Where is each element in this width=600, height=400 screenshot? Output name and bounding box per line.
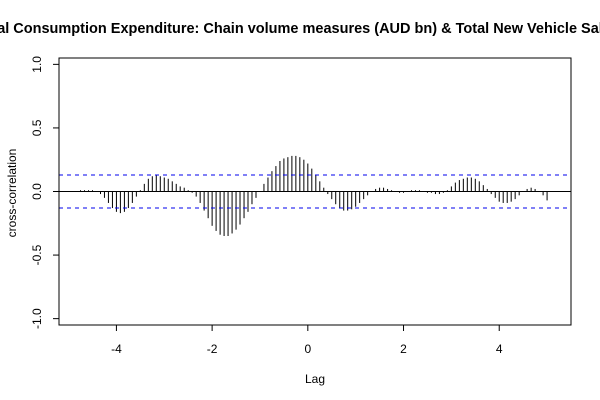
- y-tick-label: 1.0: [30, 56, 44, 73]
- x-tick-label: -4: [111, 342, 122, 356]
- y-axis-title: cross-correlation: [5, 149, 19, 238]
- chart-title: al Consumption Expenditure: Chain volume…: [0, 21, 600, 37]
- x-axis-title: Lag: [305, 372, 325, 386]
- y-tick-label: 0.5: [30, 119, 44, 136]
- x-tick-label: 0: [304, 342, 311, 356]
- x-tick-label: 2: [400, 342, 407, 356]
- x-tick-label: 4: [496, 342, 503, 356]
- y-tick-label: -0.5: [30, 244, 44, 265]
- bars-group: [80, 155, 548, 236]
- y-tick-label: 0.0: [30, 183, 44, 200]
- x-axis: -4 -2 0 2 4: [111, 325, 503, 356]
- x-tick-label: -2: [207, 342, 218, 356]
- y-tick-label: -1.0: [30, 308, 44, 329]
- y-axis: -1.0 -0.5 0.0 0.5 1.0: [30, 56, 59, 329]
